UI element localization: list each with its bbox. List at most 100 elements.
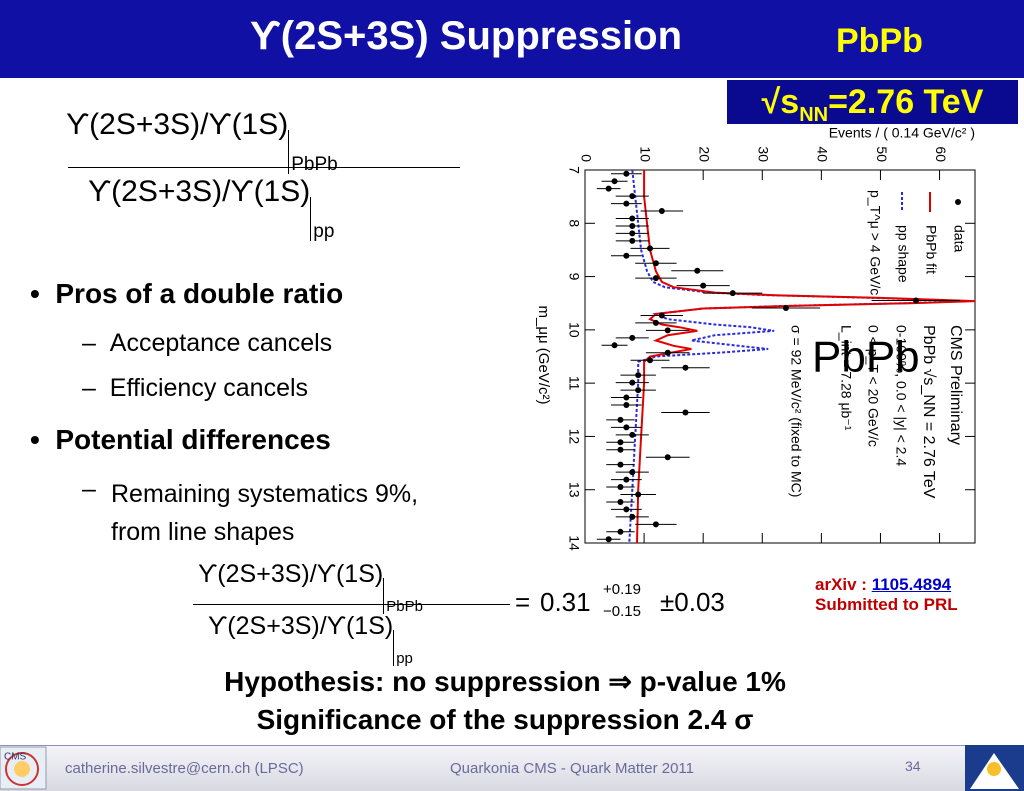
x-tick-label: 7 (566, 166, 582, 174)
data-point (629, 469, 636, 476)
header-band (0, 0, 1024, 78)
data-point (629, 230, 636, 237)
bullet-text: Potential differences (55, 424, 331, 455)
energy-prefix: √s (761, 83, 800, 121)
denominator-text: ϒ(2S+3S)/ϒ(1S) (208, 612, 394, 640)
y-tick-label: 20 (696, 146, 712, 162)
data-point (611, 342, 618, 349)
data-point (623, 200, 630, 207)
sub-bullet-text: Acceptance cancels (109, 329, 333, 357)
data-point (617, 461, 624, 468)
legend-note: p_T^μ > 4 GeV/c (867, 190, 883, 295)
fraction-line (68, 167, 460, 168)
result-value: 0.31 (540, 587, 591, 617)
data-point (682, 409, 689, 416)
arxiv-link[interactable]: 1105.4894 (871, 575, 952, 594)
arxiv-note: Submitted to PRL (815, 595, 958, 614)
data-point (729, 290, 736, 297)
x-tick-label: 8 (566, 219, 582, 227)
sub-bullet: – (82, 475, 96, 503)
data-point (629, 193, 636, 200)
data-point (629, 513, 636, 520)
conclusion: Hypothesis: no suppression ⇒ p-value 1% (224, 666, 786, 697)
sub-bullet: – Efficiency cancels (82, 374, 309, 402)
data-point (623, 394, 630, 401)
legend-label: PbPb fit (923, 225, 939, 274)
plot-frame (584, 169, 976, 544)
eval-bar: pp (310, 197, 335, 242)
legend-label: pp shape (895, 225, 911, 283)
y-tick-label: 50 (874, 146, 890, 162)
numerator-sub: PbPb (291, 154, 338, 175)
energy-sub: NN (799, 103, 829, 126)
annotation: L_int = 7.28 μb⁻¹ (838, 325, 854, 431)
data-point (629, 237, 636, 244)
data-point (700, 282, 707, 289)
data-point (629, 215, 636, 222)
denominator: ϒ(2S+3S)/ϒ(1S)pp (88, 175, 335, 242)
data-point (658, 208, 665, 215)
curve (636, 170, 976, 544)
energy-box: √sNN=2.76 TeV (727, 80, 1018, 126)
result-denominator: ϒ(2S+3S)/ϒ(1S)pp (208, 612, 413, 667)
data-point (623, 506, 630, 513)
page-number: 34 (905, 758, 921, 774)
result-numerator: ϒ(2S+3S)/ϒ(1S)PbPb (198, 560, 423, 615)
data-point (617, 498, 624, 505)
denominator-sub: pp (396, 650, 413, 667)
denominator-sub: pp (313, 221, 335, 242)
arxiv-label: arXiv : (815, 575, 872, 594)
annotation: σ = 92 MeV/c² (fixed to MC) (788, 325, 804, 497)
x-tick-label: 12 (566, 429, 582, 445)
data-point (623, 170, 630, 177)
data-point (623, 252, 630, 259)
data-point (782, 305, 789, 312)
data-point (623, 424, 630, 431)
cms-logo: CMS (0, 746, 47, 790)
data-point (605, 185, 612, 192)
svg-text:CMS: CMS (4, 752, 27, 763)
overlay-label: PbPb (812, 333, 920, 382)
eval-bar: PbPb (383, 578, 423, 615)
footer-band (0, 745, 1024, 791)
sub-bullet-text: Efficiency cancels (109, 374, 309, 402)
data-point (629, 431, 636, 438)
bullet: • Potential differences (30, 424, 331, 455)
numerator: ϒ(2S+3S)/ϒ(1S)PbPb (66, 108, 338, 175)
annotation: PbPb √s_NN = 2.76 TeV (920, 325, 937, 499)
footer-author: catherine.silvestre@cern.ch (LPSC) (65, 760, 304, 777)
y-tick-label: 60 (933, 146, 949, 162)
data-point (629, 334, 636, 341)
numerator-sub: PbPb (386, 598, 423, 615)
arxiv-ref: arXiv : 1105.4894 Submitted to PRL (815, 575, 958, 615)
data-point (652, 260, 659, 267)
annotation: 0-100%, 0.0 < |y| < 2.4 (893, 325, 909, 466)
data-point (635, 372, 642, 379)
data-point (617, 446, 624, 453)
data-point (647, 357, 653, 364)
data-point (623, 476, 630, 483)
x-axis-label: m_μμ (GeV/c²) (535, 306, 552, 405)
data-point (617, 484, 624, 491)
equals: = (515, 587, 531, 617)
system-label: PbPb (836, 22, 923, 60)
data-point (652, 275, 659, 282)
x-tick-label: 9 (566, 273, 582, 281)
data-point (617, 528, 624, 535)
y-tick-label: 40 (815, 146, 831, 162)
numerator-text: ϒ(2S+3S)/ϒ(1S) (198, 560, 384, 588)
sub-bullet-text: Remaining systematics 9%, from line shap… (111, 480, 419, 546)
data-point (605, 536, 612, 543)
fraction-line (193, 604, 510, 605)
data-point (623, 401, 630, 408)
data-point (912, 297, 919, 304)
data-point (652, 521, 659, 528)
numerator-text: ϒ(2S+3S)/ϒ(1S) (66, 108, 289, 141)
denominator-text: ϒ(2S+3S)/ϒ(1S) (88, 175, 311, 208)
annotation: 0 < p_T < 20 GeV/c (865, 325, 881, 447)
data-point (611, 178, 618, 185)
data-point (658, 312, 665, 319)
x-tick-label: 10 (566, 322, 582, 338)
